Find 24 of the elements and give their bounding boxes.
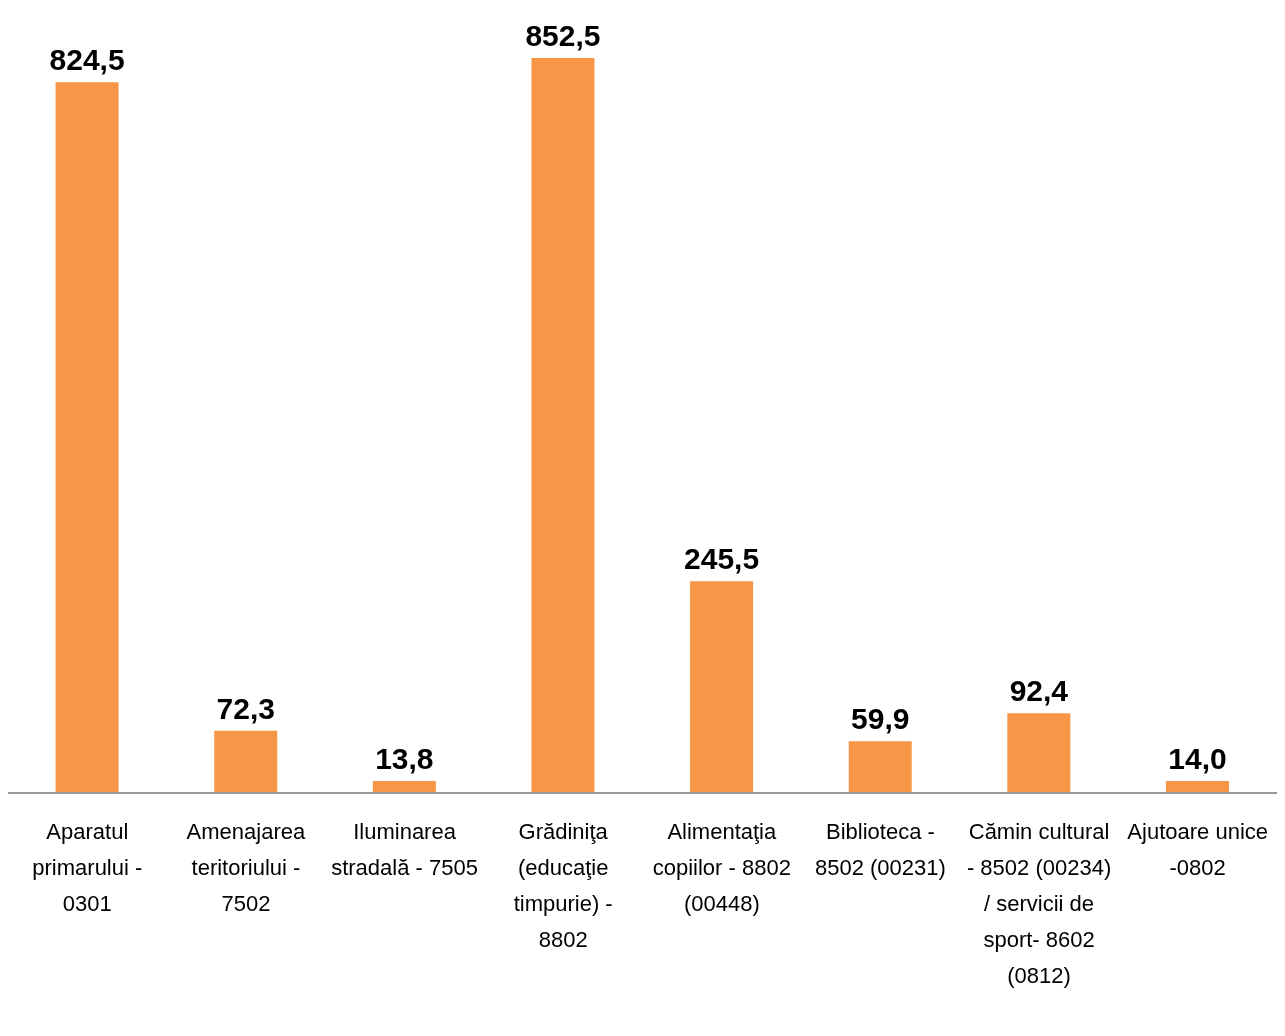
- x-tick-label: Cămin cultural - 8502 (00234) / servicii de sport- 8602 (0812): [966, 819, 1112, 988]
- bar: [214, 730, 278, 793]
- data-label: 92,4: [1009, 674, 1069, 708]
- x-tick-label: Amenajarea teritoriului - 7502: [186, 819, 307, 916]
- x-tick-label: Aparatul primarului - 0301: [32, 819, 143, 916]
- data-label: 13,8: [375, 742, 434, 776]
- x-tick-label: Biblioteca - 8502 (00231): [814, 819, 946, 880]
- x-tick-label: Iluminarea stradală - 7505: [331, 819, 478, 880]
- x-tick-label: Grădiniţa (educaţie timpurie) - 8802: [513, 819, 613, 952]
- bar: [1007, 713, 1071, 793]
- data-label: 245,5: [684, 542, 760, 576]
- bar: [55, 82, 119, 793]
- bar: [372, 781, 436, 793]
- data-label: 824,5: [49, 43, 125, 77]
- x-tick-label: Alimentaţia copiilor - 8802 (00448): [652, 819, 791, 916]
- data-label: 14,0: [1168, 741, 1227, 775]
- data-label: 852,5: [525, 19, 601, 52]
- data-label: 59,9: [851, 702, 910, 736]
- bar: [690, 581, 754, 793]
- bar: [848, 741, 912, 793]
- bar: [1165, 780, 1229, 793]
- x-tick-label: Ajutoare unice -0802: [1127, 819, 1269, 880]
- data-label: 72,3: [216, 691, 275, 725]
- bar: [531, 58, 595, 793]
